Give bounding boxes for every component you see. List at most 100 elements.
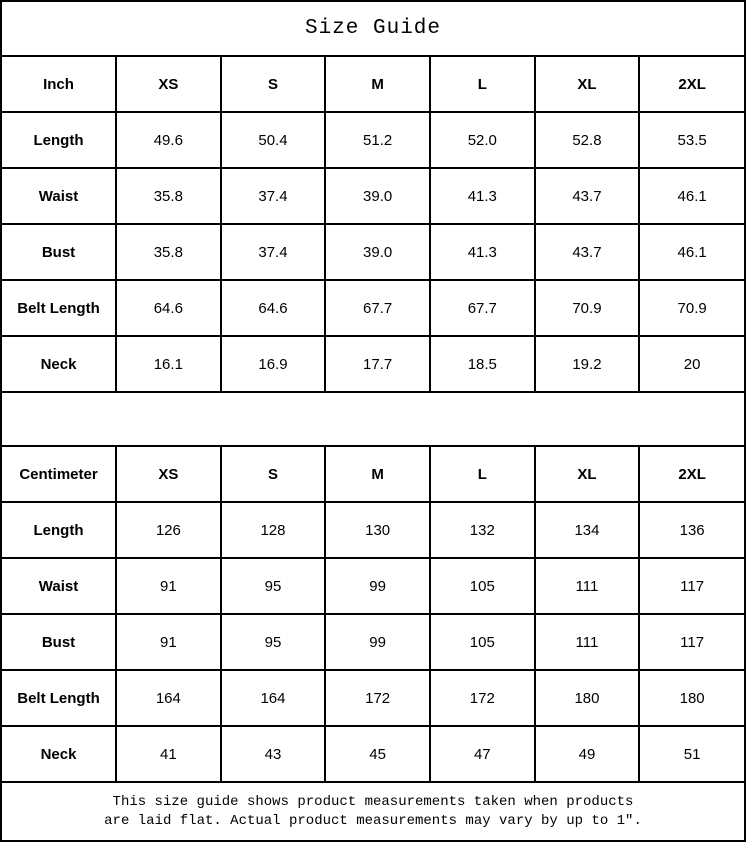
table-row: Length 49.6 50.4 51.2 52.0 52.8 53.5 — [2, 111, 744, 169]
value-cell: 67.7 — [324, 279, 431, 337]
value-cell: 128 — [219, 501, 327, 559]
page-title: Size Guide — [2, 2, 744, 57]
value-cell: 164 — [115, 669, 222, 727]
value-cell: 117 — [638, 557, 744, 615]
value-cell: 172 — [324, 669, 431, 727]
value-cell: 126 — [115, 501, 222, 559]
value-cell: 35.8 — [115, 223, 222, 281]
value-cell: 18.5 — [428, 335, 536, 391]
value-cell: 50.4 — [219, 111, 327, 169]
value-cell: 180 — [638, 669, 744, 727]
measurement-note-line1: This size guide shows product measuremen… — [112, 793, 634, 810]
table-header-row: Centimeter XS S M L XL 2XL — [2, 447, 744, 503]
value-cell: 46.1 — [638, 223, 744, 281]
value-cell: 19.2 — [533, 335, 641, 391]
row-label-cell: Length — [2, 111, 117, 169]
centimeter-table: Centimeter XS S M L XL 2XL Length 126 12… — [2, 447, 744, 781]
value-cell: 43.7 — [533, 223, 641, 281]
value-cell: 20 — [638, 335, 744, 391]
value-cell: 164 — [219, 669, 327, 727]
row-label-cell: Length — [2, 501, 117, 559]
value-cell: 95 — [219, 613, 327, 671]
measurement-note: This size guide shows product measuremen… — [2, 781, 744, 840]
table-row: Bust 91 95 99 105 111 117 — [2, 613, 744, 671]
table-separator — [2, 391, 744, 447]
table-row: Length 126 128 130 132 134 136 — [2, 501, 744, 559]
unit-header-cell: Inch — [2, 57, 117, 113]
value-cell: 95 — [219, 557, 327, 615]
value-cell: 52.0 — [428, 111, 536, 169]
table-row: Belt Length 164 164 172 172 180 180 — [2, 669, 744, 727]
value-cell: 37.4 — [219, 223, 327, 281]
value-cell: 47 — [428, 725, 536, 781]
size-column-header: L — [428, 57, 536, 113]
value-cell: 49.6 — [115, 111, 222, 169]
size-column-header: S — [219, 447, 327, 503]
value-cell: 51.2 — [324, 111, 431, 169]
value-cell: 41.3 — [428, 167, 536, 225]
row-label-cell: Belt Length — [2, 279, 117, 337]
value-cell: 51 — [638, 725, 744, 781]
size-column-header: M — [324, 447, 431, 503]
value-cell: 136 — [638, 501, 744, 559]
value-cell: 43 — [219, 725, 327, 781]
value-cell: 111 — [533, 557, 641, 615]
table-row: Bust 35.8 37.4 39.0 41.3 43.7 46.1 — [2, 223, 744, 281]
size-column-header: XL — [533, 447, 641, 503]
value-cell: 180 — [533, 669, 641, 727]
value-cell: 134 — [533, 501, 641, 559]
row-label-cell: Waist — [2, 167, 117, 225]
value-cell: 99 — [324, 613, 431, 671]
value-cell: 70.9 — [638, 279, 744, 337]
value-cell: 172 — [428, 669, 536, 727]
value-cell: 91 — [115, 613, 222, 671]
value-cell: 17.7 — [324, 335, 431, 391]
row-label-cell: Bust — [2, 613, 117, 671]
value-cell: 132 — [428, 501, 536, 559]
value-cell: 91 — [115, 557, 222, 615]
value-cell: 41 — [115, 725, 222, 781]
row-label-cell: Belt Length — [2, 669, 117, 727]
value-cell: 16.1 — [115, 335, 222, 391]
value-cell: 37.4 — [219, 167, 327, 225]
value-cell: 64.6 — [219, 279, 327, 337]
size-column-header: XS — [115, 447, 222, 503]
row-label-cell: Neck — [2, 335, 117, 391]
size-column-header: 2XL — [638, 57, 744, 113]
value-cell: 130 — [324, 501, 431, 559]
size-column-header: XL — [533, 57, 641, 113]
value-cell: 99 — [324, 557, 431, 615]
value-cell: 53.5 — [638, 111, 744, 169]
table-row: Neck 41 43 45 47 49 51 — [2, 725, 744, 781]
table-header-row: Inch XS S M L XL 2XL — [2, 57, 744, 113]
row-label-cell: Neck — [2, 725, 117, 781]
size-column-header: L — [428, 447, 536, 503]
table-row: Neck 16.1 16.9 17.7 18.5 19.2 20 — [2, 335, 744, 391]
value-cell: 67.7 — [428, 279, 536, 337]
table-row: Belt Length 64.6 64.6 67.7 67.7 70.9 70.… — [2, 279, 744, 337]
value-cell: 39.0 — [324, 223, 431, 281]
value-cell: 39.0 — [324, 167, 431, 225]
value-cell: 43.7 — [533, 167, 641, 225]
value-cell: 111 — [533, 613, 641, 671]
size-column-header: 2XL — [638, 447, 744, 503]
inch-table: Inch XS S M L XL 2XL Length 49.6 50.4 51… — [2, 57, 744, 391]
table-row: Waist 35.8 37.4 39.0 41.3 43.7 46.1 — [2, 167, 744, 225]
table-row: Waist 91 95 99 105 111 117 — [2, 557, 744, 615]
size-column-header: S — [219, 57, 327, 113]
unit-header-cell: Centimeter — [2, 447, 117, 503]
value-cell: 105 — [428, 557, 536, 615]
row-label-cell: Waist — [2, 557, 117, 615]
value-cell: 35.8 — [115, 167, 222, 225]
value-cell: 70.9 — [533, 279, 641, 337]
value-cell: 45 — [324, 725, 431, 781]
value-cell: 52.8 — [533, 111, 641, 169]
value-cell: 41.3 — [428, 223, 536, 281]
value-cell: 64.6 — [115, 279, 222, 337]
value-cell: 105 — [428, 613, 536, 671]
size-column-header: M — [324, 57, 431, 113]
row-label-cell: Bust — [2, 223, 117, 281]
measurement-note-line2: are laid flat. Actual product measuremen… — [104, 812, 642, 829]
value-cell: 49 — [533, 725, 641, 781]
